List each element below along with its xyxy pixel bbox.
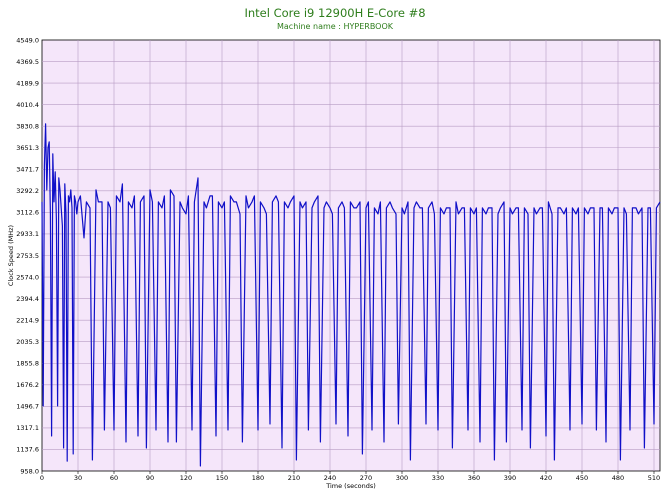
y-tick-label: 1317.1: [16, 424, 39, 432]
x-tick-label: 30: [74, 474, 82, 482]
y-tick-label: 2394.4: [16, 295, 39, 303]
x-tick-label: 150: [216, 474, 228, 482]
x-tick-label: 330: [432, 474, 444, 482]
x-tick-label: 360: [468, 474, 480, 482]
chart-series: [41, 123, 661, 467]
chart-title: Intel Core i9 12900H E-Core #8: [244, 6, 426, 20]
x-tick-label: 300: [396, 474, 408, 482]
y-tick-label: 4369.5: [16, 58, 39, 66]
y-tick-label: 4189.9: [16, 79, 39, 87]
x-tick-label: 420: [540, 474, 552, 482]
x-tick-label: 90: [146, 474, 154, 482]
x-tick-label: 480: [612, 474, 624, 482]
y-tick-label: 3830.8: [16, 123, 39, 131]
y-axis-ticks: 958.0 1137.6 1317.1 1496.7 1676.2 1855.8 2035.…: [16, 36, 39, 475]
series-line: [41, 123, 661, 467]
x-tick-label: 210: [288, 474, 300, 482]
y-tick-label: 958.0: [20, 467, 39, 475]
x-tick-label: 390: [504, 474, 516, 482]
y-tick-label: 3112.6: [16, 209, 39, 217]
y-tick-label: 2753.5: [16, 252, 39, 260]
y-tick-label: 1676.2: [16, 381, 39, 389]
y-tick-label: 2933.1: [16, 230, 39, 238]
y-tick-label: 2035.3: [16, 338, 39, 346]
x-tick-label: 240: [324, 474, 336, 482]
y-tick-label: 3471.7: [16, 166, 39, 174]
x-axis-label: Time (seconds): [325, 482, 376, 490]
y-tick-label: 3292.2: [16, 187, 39, 195]
x-tick-label: 450: [576, 474, 588, 482]
y-tick-label: 1855.8: [16, 360, 39, 368]
x-tick-label: 180: [252, 474, 264, 482]
x-tick-label: 60: [110, 474, 118, 482]
y-axis-label: Clock Speed (MHz): [7, 225, 15, 286]
y-tick-label: 4549.0: [16, 36, 39, 44]
x-tick-label: 510: [648, 474, 660, 482]
y-tick-label: 3651.3: [16, 144, 39, 152]
y-tick-label: 1496.7: [16, 403, 39, 411]
y-tick-label: 1137.6: [16, 446, 39, 454]
y-tick-label: 4010.4: [16, 101, 39, 109]
y-tick-label: 2214.9: [16, 316, 39, 324]
chart-subtitle: Machine name : HYPERBOOK: [276, 22, 394, 31]
y-tick-label: 2574.0: [16, 273, 39, 281]
x-tick-label: 0: [40, 474, 44, 482]
x-axis-ticks: 0 30 60 90 120 150 180 210 240 270 300 330 360 390 420…: [40, 471, 660, 482]
x-tick-label: 120: [180, 474, 192, 482]
x-tick-label: 270: [360, 474, 372, 482]
